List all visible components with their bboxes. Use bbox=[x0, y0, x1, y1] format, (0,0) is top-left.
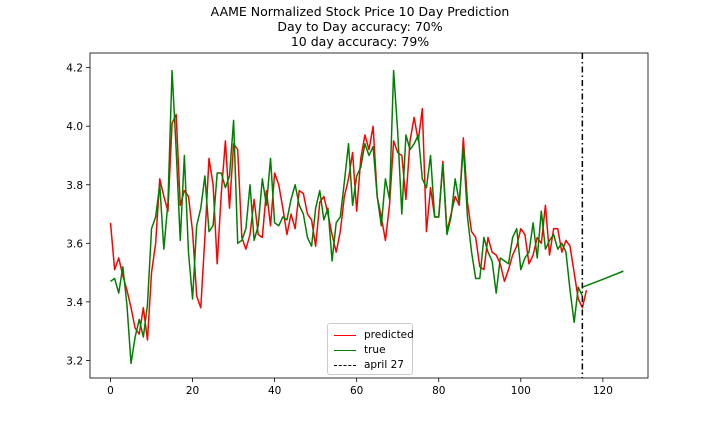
series-line-true bbox=[110, 69, 584, 365]
legend-item-april-27: april 27 bbox=[334, 358, 404, 372]
x-tick-label: 80 bbox=[432, 385, 445, 397]
series-line-predicted bbox=[109, 107, 588, 341]
y-tick-label: 4.0 bbox=[66, 121, 83, 133]
legend-item-true: true bbox=[334, 343, 386, 357]
y-tick-label: 3.6 bbox=[66, 238, 83, 250]
x-tick-label: 0 bbox=[107, 385, 114, 397]
legend-label-true: true bbox=[364, 344, 386, 356]
chart-title-line-3: 10 day accuracy: 79% bbox=[290, 34, 430, 49]
series-line-forecast bbox=[582, 270, 624, 288]
x-tick-label: 20 bbox=[186, 385, 199, 397]
y-tick-label: 3.4 bbox=[66, 297, 83, 309]
x-tick-label: 100 bbox=[511, 385, 531, 397]
y-tick-label: 3.8 bbox=[66, 180, 83, 192]
legend-label-predicted: predicted bbox=[364, 329, 414, 341]
y-tick-label: 3.2 bbox=[66, 355, 83, 367]
legend-label-april-27: april 27 bbox=[364, 359, 404, 371]
x-tick-label: 60 bbox=[350, 385, 363, 397]
legend-item-predicted: predicted bbox=[334, 328, 414, 342]
x-tick-label: 40 bbox=[268, 385, 281, 397]
chart-title-line-1: AAME Normalized Stock Price 10 Day Predi… bbox=[210, 4, 510, 19]
chart-title-line-2: Day to Day accuracy: 70% bbox=[277, 19, 443, 34]
legend-swatch-predicted bbox=[334, 334, 356, 336]
y-tick-label: 4.2 bbox=[66, 63, 83, 75]
plot-frame bbox=[89, 52, 649, 379]
legend-swatch-true bbox=[334, 349, 356, 351]
legend: predicted true april 27 bbox=[327, 323, 414, 375]
legend-swatch-april-27 bbox=[334, 364, 356, 366]
x-tick-label: 120 bbox=[593, 385, 613, 397]
